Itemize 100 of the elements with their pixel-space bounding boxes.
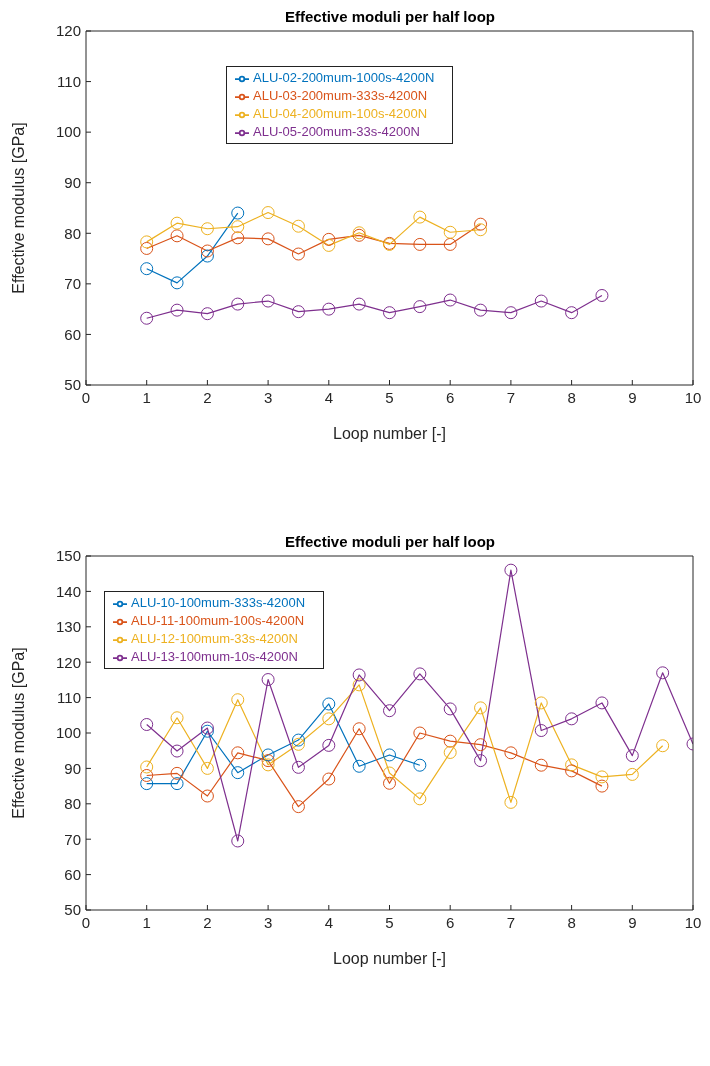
point (565, 306, 579, 320)
point (291, 733, 305, 747)
point (565, 712, 579, 726)
legend-label: ALU-05-200mum-33s-4200N (253, 124, 420, 139)
point (291, 219, 305, 233)
point (291, 305, 305, 319)
point (261, 294, 275, 308)
point (231, 231, 245, 245)
point (443, 225, 457, 239)
x-tick-label: 0 (81, 388, 91, 406)
x-tick-label: 2 (203, 388, 212, 406)
point (383, 748, 396, 762)
y-tick-label: 150 (55, 547, 81, 565)
point (140, 235, 154, 249)
point (291, 247, 305, 261)
point (170, 276, 184, 290)
point (231, 834, 245, 848)
point (140, 241, 154, 255)
x-tick-label: 0 (81, 913, 91, 931)
y-tick-label: 110 (57, 72, 81, 90)
point (474, 223, 488, 237)
point (170, 711, 184, 725)
point (200, 307, 214, 321)
legend-label: ALU-12-100mum-33s-4200N (131, 631, 298, 646)
point (656, 666, 670, 680)
y-tick-label: 50 (64, 901, 81, 919)
point (200, 761, 214, 775)
point (534, 294, 548, 308)
x-axis-title: Loop number [-] (333, 425, 446, 442)
point (413, 210, 427, 224)
x-tick-label: 10 (684, 913, 702, 931)
y-axis-title: Effective modulus [GPa] (9, 122, 27, 294)
x-axis-title: Loop number [-] (333, 950, 446, 967)
point (352, 722, 366, 736)
point (322, 738, 336, 752)
y-tick-label: 90 (64, 759, 81, 777)
x-tick-label: 6 (446, 388, 455, 406)
y-tick-label: 70 (64, 830, 81, 848)
point (352, 297, 366, 311)
point (625, 767, 639, 781)
point (261, 232, 275, 246)
point (140, 262, 154, 276)
y-tick-label: 110 (57, 688, 81, 706)
point (170, 766, 184, 780)
x-tick-label: 4 (324, 388, 333, 406)
x-tick-label: 3 (263, 388, 273, 406)
point (170, 303, 184, 317)
point (504, 795, 518, 809)
point (322, 772, 336, 786)
y-tick-label: 60 (64, 865, 81, 883)
point (231, 220, 245, 234)
point (413, 726, 427, 740)
legend-label: ALU-11-100mum-100s-4200N (131, 613, 305, 628)
point (534, 696, 548, 710)
point (261, 748, 275, 762)
y-tick-label: 90 (64, 174, 81, 192)
point (565, 764, 579, 778)
point (352, 668, 366, 682)
point (170, 216, 184, 230)
legend-label: ALU-03-200mum-333s-4200N (253, 88, 428, 103)
point (443, 237, 457, 251)
point (383, 766, 396, 780)
point (352, 759, 366, 773)
y-axis-title: Effective modulus [GPa] (9, 647, 27, 819)
point (383, 704, 396, 718)
point (322, 232, 336, 246)
y-tick-label: 130 (55, 618, 81, 636)
point (291, 737, 305, 751)
point (413, 758, 427, 772)
point (231, 297, 245, 311)
point (383, 776, 396, 790)
point (443, 734, 457, 748)
point (170, 229, 184, 243)
point (534, 758, 548, 772)
x-tick-label: 4 (324, 913, 333, 931)
point (231, 746, 245, 760)
point (322, 238, 336, 252)
point (625, 749, 639, 763)
point (322, 697, 336, 711)
point (291, 800, 305, 814)
x-tick-label: 6 (446, 913, 455, 931)
point (322, 712, 336, 726)
point (474, 303, 488, 317)
point (534, 724, 548, 738)
point (474, 754, 488, 768)
point (140, 760, 154, 774)
x-tick-label: 1 (142, 388, 151, 406)
point (656, 739, 670, 753)
y-tick-label: 80 (64, 795, 81, 813)
point (170, 744, 184, 758)
point (595, 770, 609, 784)
x-tick-label: 9 (628, 913, 637, 931)
point (231, 206, 245, 220)
point (291, 760, 305, 774)
legend-label: ALU-13-100mum-10s-4200N (131, 649, 298, 664)
x-tick-label: 9 (628, 388, 637, 406)
point (140, 718, 154, 731)
point (352, 678, 366, 692)
point (443, 293, 457, 307)
point (140, 777, 154, 791)
